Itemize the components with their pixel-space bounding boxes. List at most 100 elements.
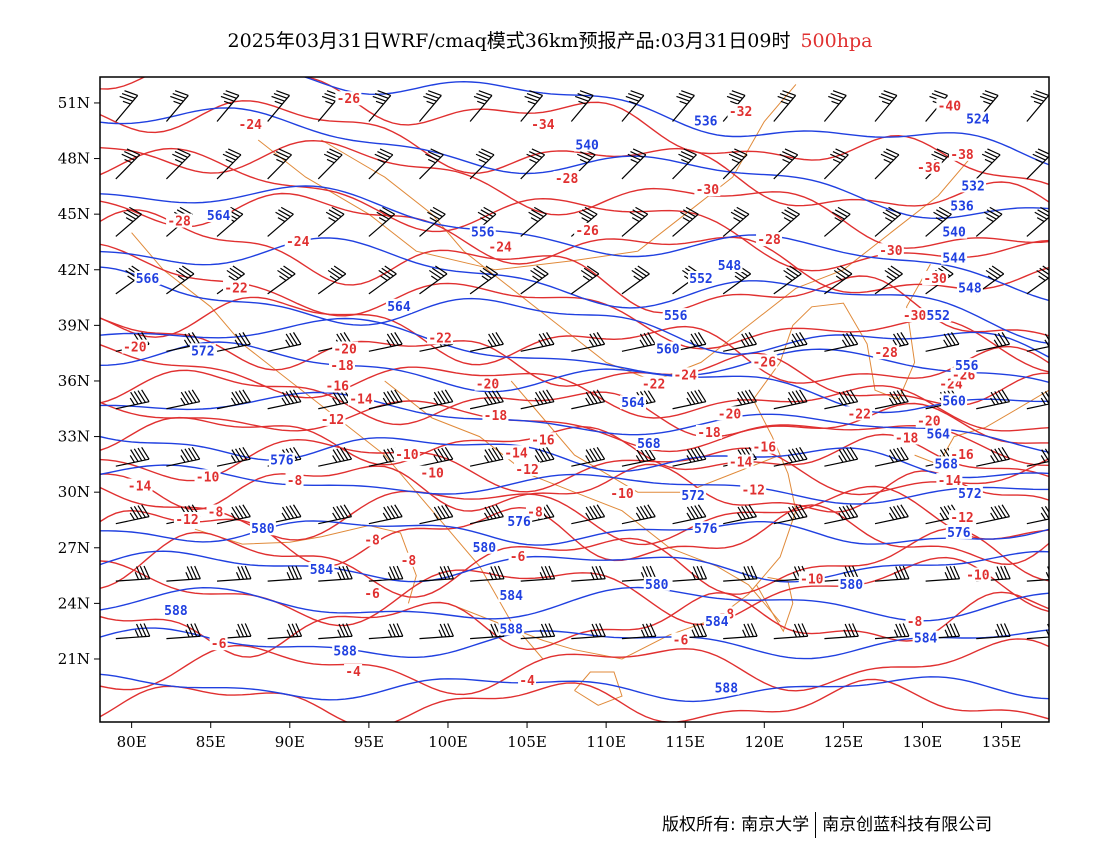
- svg-text:576: 576: [270, 454, 294, 469]
- svg-text:544: 544: [942, 252, 966, 267]
- height-contour: [100, 464, 1049, 505]
- x-tick-label: 105E: [507, 733, 547, 751]
- wind-barb: [925, 565, 961, 582]
- wind-barb: [165, 90, 189, 122]
- height-label: 580: [838, 576, 865, 593]
- height-label: 566: [134, 271, 161, 287]
- x-tick-label: 110E: [586, 733, 626, 751]
- x-tick-label: 100E: [428, 733, 468, 751]
- temperature-label: -20: [474, 376, 501, 393]
- wind-barb: [874, 446, 909, 467]
- svg-text:-8: -8: [208, 506, 224, 521]
- svg-text:572: 572: [958, 487, 981, 502]
- y-tick-label: 39N: [58, 316, 90, 334]
- svg-text:-22: -22: [642, 378, 665, 393]
- height-label: 540: [941, 224, 968, 241]
- temperature-label: -4: [344, 663, 363, 680]
- temperature-label: -8: [905, 613, 924, 630]
- wind-barb: [925, 332, 960, 352]
- y-tick-label: 48N: [58, 150, 90, 168]
- svg-text:-6: -6: [364, 587, 380, 602]
- pressure-level-label: 500hpa: [800, 30, 873, 52]
- wind-barb: [469, 90, 493, 122]
- height-contour: [100, 550, 1049, 583]
- temperature-contour: [100, 100, 1049, 207]
- wind-barb: [368, 90, 392, 122]
- wind-barb: [773, 332, 808, 352]
- wind-barb: [1026, 390, 1049, 410]
- svg-text:564: 564: [387, 300, 411, 315]
- wind-barb: [419, 504, 454, 525]
- wind-barb: [621, 332, 656, 352]
- border-line: [574, 671, 623, 706]
- svg-text:580: 580: [840, 578, 864, 593]
- wind-barb: [520, 332, 555, 352]
- wind-barb: [267, 206, 294, 237]
- svg-text:-30: -30: [696, 183, 720, 198]
- svg-text:-26: -26: [952, 368, 976, 383]
- svg-text:540: 540: [575, 139, 599, 154]
- temperature-label: -18: [695, 424, 722, 441]
- temperature-label: -4: [518, 673, 537, 689]
- temperature-label: -40: [936, 98, 963, 115]
- wind-barb: [874, 148, 900, 180]
- wind-barb: [520, 623, 556, 640]
- height-label: 532: [960, 178, 987, 194]
- temperature-label: -10: [419, 465, 446, 482]
- height-label: 536: [949, 198, 976, 215]
- height-label: 564: [385, 298, 412, 315]
- svg-text:-22: -22: [847, 407, 870, 422]
- height-contour: [100, 435, 1049, 479]
- wind-barb: [723, 565, 758, 582]
- svg-text:-24: -24: [939, 378, 963, 393]
- svg-text:-12: -12: [950, 511, 973, 526]
- svg-text:-8: -8: [287, 474, 303, 489]
- svg-text:-6: -6: [510, 550, 526, 565]
- wind-barb: [672, 148, 697, 180]
- wind-barb: [874, 565, 910, 582]
- x-tick-label: 95E: [354, 733, 384, 751]
- wind-barb: [368, 504, 403, 525]
- temperature-label: -14: [727, 454, 754, 471]
- height-label: 560: [941, 393, 968, 409]
- copyright-left: 版权所有: 南京大学: [662, 815, 810, 835]
- svg-text:-8: -8: [401, 554, 417, 569]
- wind-barb: [824, 206, 851, 237]
- svg-text:-12: -12: [175, 513, 198, 528]
- wind-barb: [166, 565, 201, 582]
- wind-barb: [925, 206, 952, 237]
- wind-barb: [216, 389, 251, 410]
- temperature-label: -8: [206, 504, 225, 521]
- height-label: 548: [716, 258, 743, 274]
- wind-barb: [520, 90, 544, 122]
- svg-text:-16: -16: [531, 433, 555, 448]
- svg-text:568: 568: [637, 437, 661, 452]
- wind-barb: [975, 148, 1001, 180]
- temperature-label: -16: [529, 432, 556, 448]
- temperature-label: -36: [915, 159, 942, 176]
- temperature-label: -14: [126, 478, 153, 495]
- wind-barb: [722, 148, 748, 180]
- height-label: 556: [662, 308, 689, 324]
- svg-text:540: 540: [942, 226, 966, 241]
- height-label: 552: [925, 308, 952, 324]
- svg-text:576: 576: [947, 526, 971, 541]
- temperature-label: -22: [640, 376, 667, 393]
- svg-text:560: 560: [942, 394, 966, 409]
- wind-barb: [115, 565, 151, 582]
- svg-text:556: 556: [664, 309, 688, 324]
- wind-barb: [773, 504, 808, 525]
- temperature-label: -8: [285, 473, 304, 489]
- svg-text:-12: -12: [515, 463, 538, 478]
- svg-text:524: 524: [966, 113, 990, 128]
- svg-text:-24: -24: [673, 368, 697, 383]
- wind-barb: [824, 623, 859, 640]
- svg-text:-10: -10: [966, 569, 990, 584]
- svg-text:-18: -18: [895, 431, 919, 446]
- temperature-label: -16: [324, 378, 351, 395]
- height-contour: [100, 673, 1049, 703]
- height-label: 584: [498, 587, 525, 604]
- wind-barb: [672, 90, 695, 122]
- temperature-contour: [100, 678, 1049, 722]
- wind-barb: [216, 504, 251, 525]
